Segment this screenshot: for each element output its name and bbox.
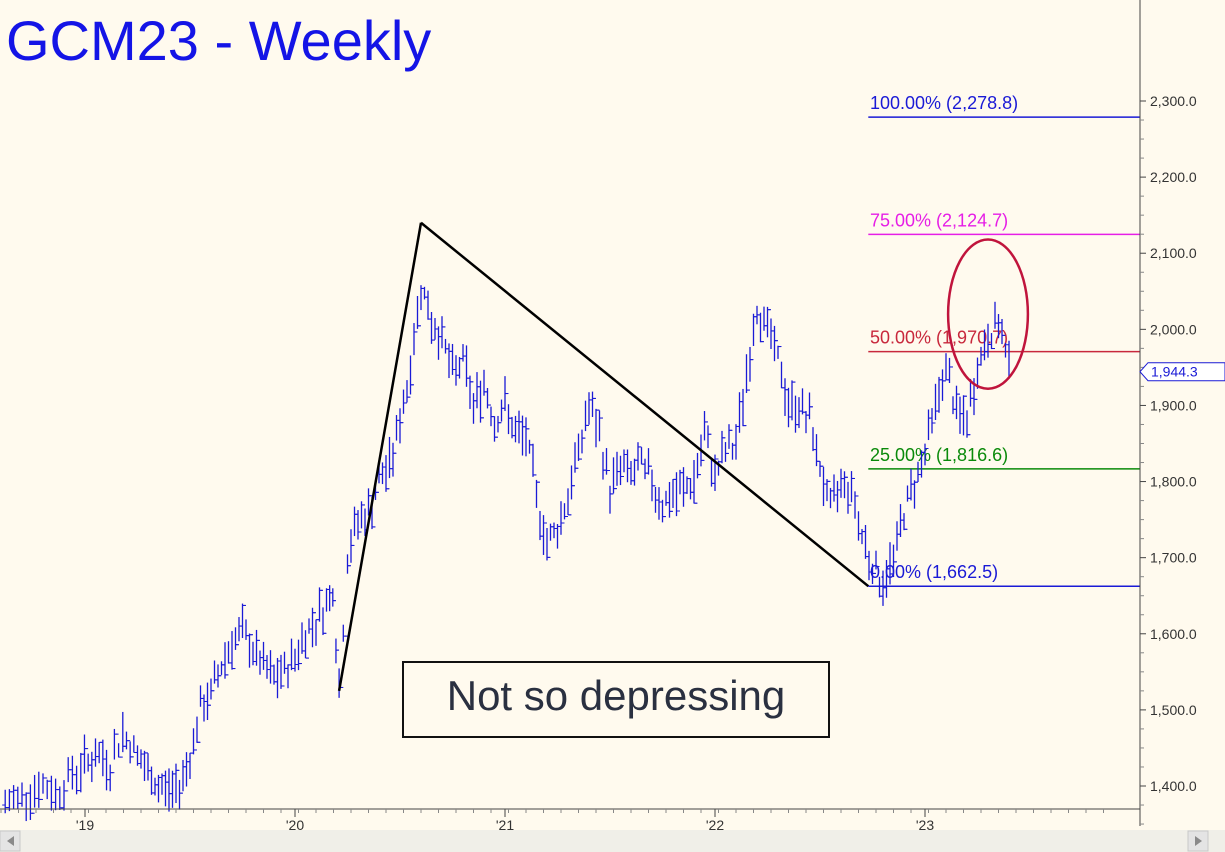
price-tick-label: 1,600.0 [1150,626,1197,642]
price-tick-label: 1,400.0 [1150,778,1197,794]
highlight-ellipse [946,238,1030,390]
price-axis: 2,300.0 2,200.0 2,100.0 2,000.0 1,900.0 1,800… [1139,0,1225,826]
fib-level-label: 75.00% (2,124.7) [870,210,1008,230]
last-price-label: 1,944.3 [1151,364,1198,380]
price-tick-label: 1,500.0 [1150,702,1197,718]
time-tick-label: '20 [286,817,304,833]
price-tick-label: 2,300.0 [1150,93,1197,109]
horizontal-scrollbar[interactable] [0,830,1225,852]
trend-line [337,222,423,692]
price-tick-label: 2,200.0 [1150,169,1197,185]
chart-title: GCM23 - Weekly [6,9,431,72]
fib-level-label: 0.00% (1,662.5) [870,562,998,582]
time-tick-label: '19 [76,817,94,833]
time-tick-label: '22 [706,817,724,833]
last-price-tag [1139,362,1225,382]
annotation-text: Not so depressing [447,672,786,719]
price-tick-label: 2,100.0 [1150,245,1197,261]
price-series-layer [2,285,1010,822]
fib-levels-layer: 100.00% (2,278.8) 75.00% (2,124.7) 50.00% … [868,93,1140,587]
time-tick-label: '21 [496,817,514,833]
fib-level-label: 25.00% (1,816.6) [870,445,1008,465]
price-tick-label: 2,000.0 [1150,321,1197,337]
fib-level-label: 100.00% (2,278.8) [870,93,1018,113]
chevron-right-icon [1195,836,1202,846]
scrollbar-track[interactable] [0,830,1225,852]
price-tick-label: 1,700.0 [1150,550,1197,566]
trend-line [420,221,870,588]
annotation-box: Not so depressing [402,661,830,738]
time-axis: '19 '20 '21 '22 '23 [0,808,1140,833]
time-tick-label: '23 [916,817,934,833]
fib-level-label: 50.00% (1,970.7) [870,328,1008,348]
price-tick-label: 1,800.0 [1150,474,1197,490]
price-tick-label: 1,900.0 [1150,397,1197,413]
chevron-left-icon [7,836,14,846]
trend-lines-layer [337,221,1030,692]
annotation-frame [402,661,830,738]
